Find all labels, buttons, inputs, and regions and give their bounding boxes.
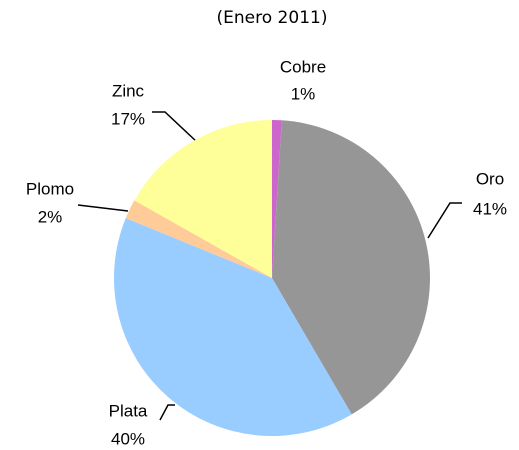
slice-value-label: 17% [111, 109, 145, 128]
leader-line [159, 404, 175, 421]
pie-slice [134, 120, 272, 278]
pie-slice [272, 120, 430, 415]
leader-line [152, 111, 198, 143]
leader-line [77, 204, 129, 212]
pie-slice [114, 218, 352, 436]
slice-value-label: 41% [473, 199, 507, 218]
slice-value-label: 2% [38, 207, 63, 226]
slice-value-label: 1% [291, 84, 316, 103]
pie-slice [272, 120, 282, 278]
slice-value-label: 40% [111, 429, 145, 448]
slice-label: Oro [476, 169, 504, 188]
chart-subtitle: (Enero 2011) [217, 8, 328, 28]
slice-label: Plomo [26, 179, 74, 198]
leader-line [427, 202, 462, 239]
slice-label: Plata [109, 401, 148, 420]
slice-label: Cobre [280, 57, 326, 76]
slice-label: Zinc [112, 81, 145, 100]
pie-slice [125, 200, 272, 278]
